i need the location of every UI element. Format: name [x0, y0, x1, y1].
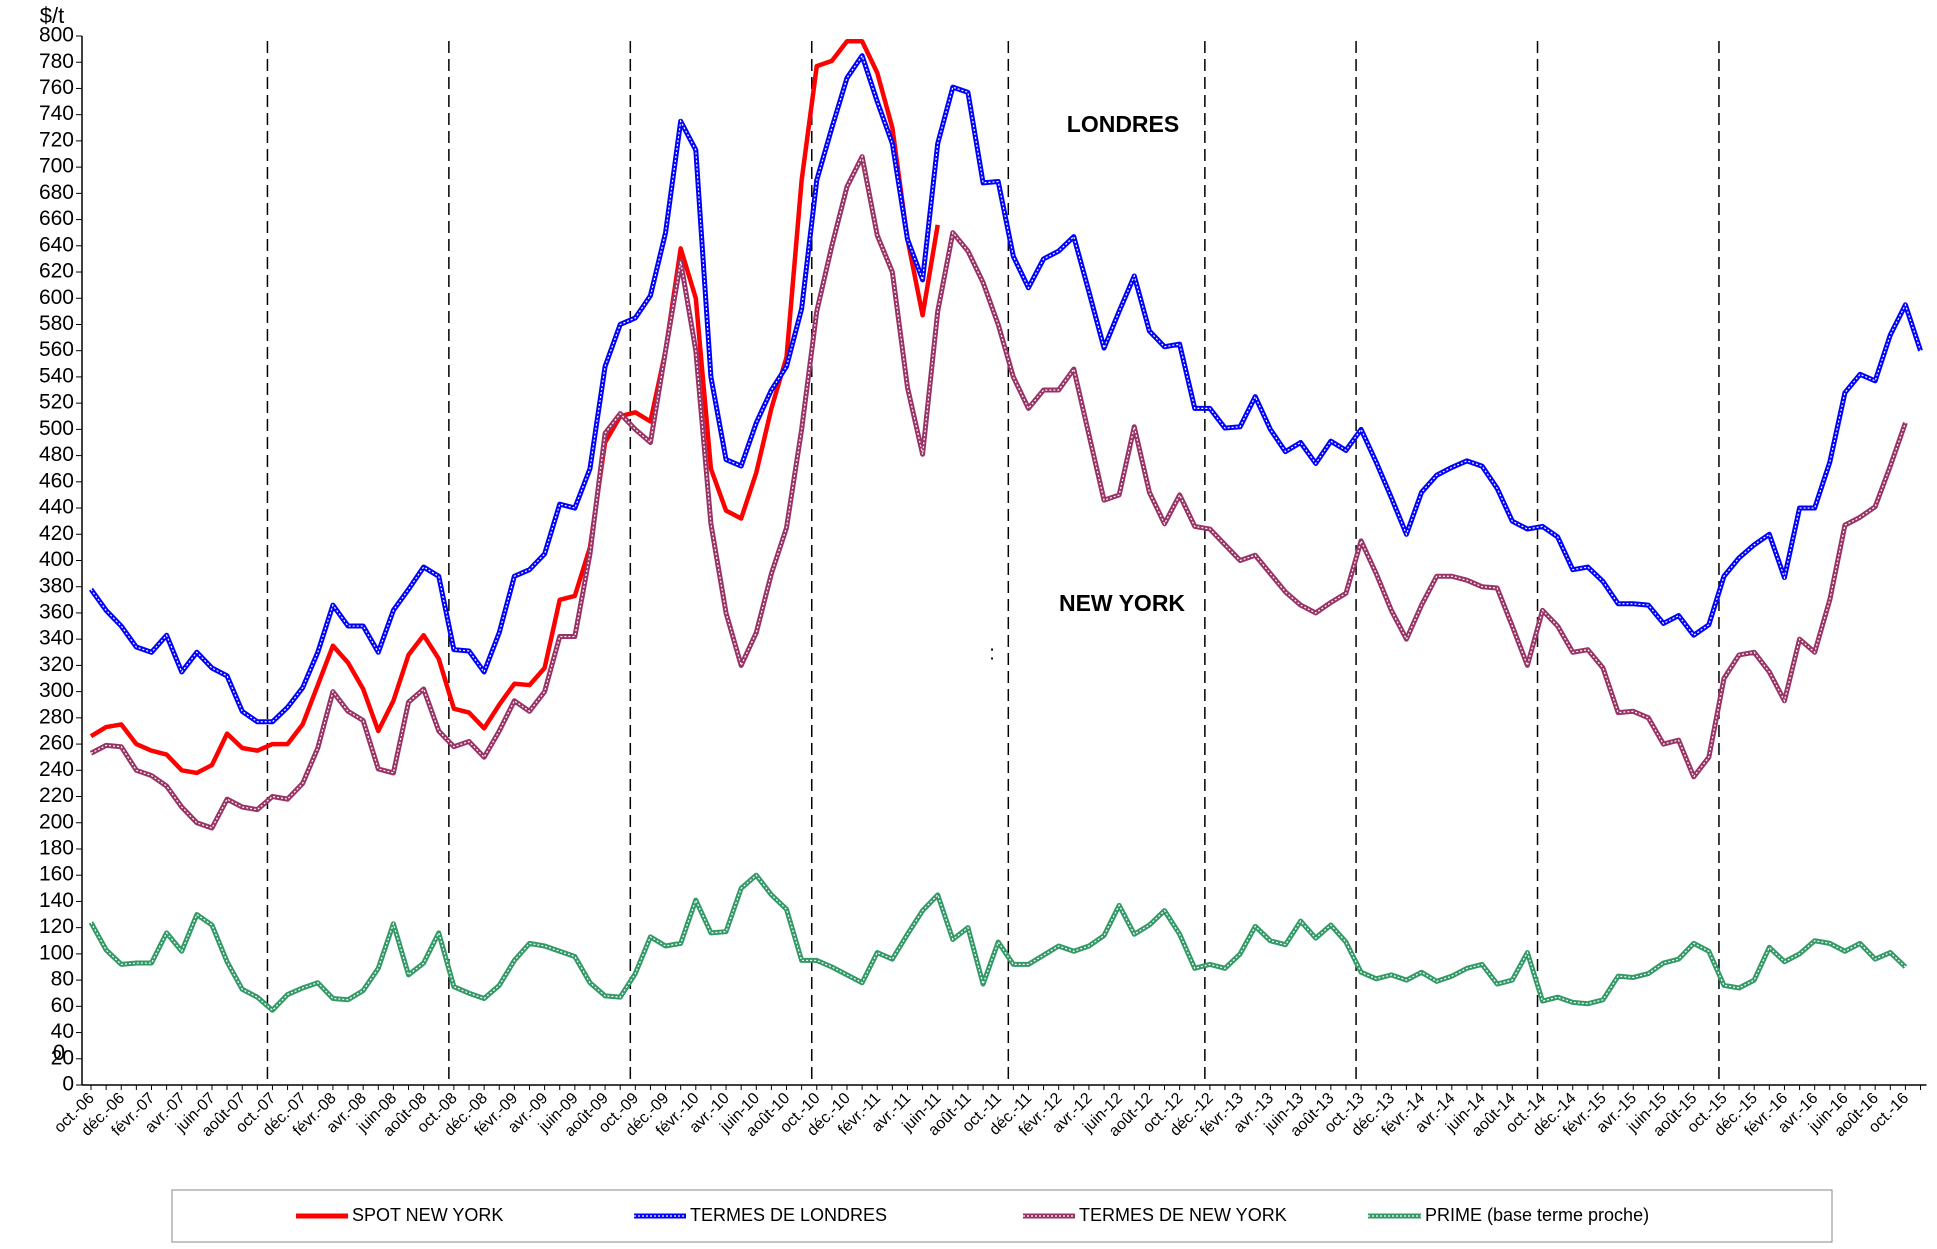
y-tick-label: 20 [51, 1046, 74, 1069]
y-tick-label: 140 [39, 889, 74, 912]
y-tick-label: 320 [39, 653, 74, 676]
y-tick-label: 560 [39, 338, 74, 361]
y-tick-label: 40 [51, 1020, 74, 1043]
legend-label: TERMES DE NEW YORK [1079, 1205, 1287, 1225]
y-tick-label: 440 [39, 496, 74, 519]
series-line [89, 39, 940, 776]
y-tick-label: 280 [39, 705, 74, 728]
y-tick-label: 300 [39, 679, 74, 702]
y-tick-label: 120 [39, 915, 74, 938]
y-tick-label: 460 [39, 469, 74, 492]
y-tick-label: 80 [51, 968, 74, 991]
y-tick-label: 600 [39, 286, 74, 309]
y-tick-label: 480 [39, 443, 74, 466]
annotation: : [989, 642, 995, 664]
y-tick-label: 800 [39, 24, 74, 47]
y-tick-label: 200 [39, 810, 74, 833]
y-tick-label: 580 [39, 312, 74, 335]
y-tick-label: 400 [39, 548, 74, 571]
y-tick-label: 760 [39, 76, 74, 99]
y-tick-label: 0 [62, 1073, 74, 1096]
y-tick-label: 740 [39, 102, 74, 125]
legend-label: TERMES DE LONDRES [690, 1205, 887, 1225]
y-tick-label: 340 [39, 627, 74, 650]
y-tick-label: 420 [39, 522, 74, 545]
y-tick-label: 100 [39, 941, 74, 964]
legend-label: PRIME (base terme proche) [1425, 1205, 1649, 1225]
y-tick-label: 500 [39, 417, 74, 440]
annotation: 0 [53, 1040, 65, 1065]
y-tick-label: 660 [39, 207, 74, 230]
y-tick-label: 720 [39, 128, 74, 151]
annotation: LONDRES [1067, 111, 1179, 137]
y-tick-label: 220 [39, 784, 74, 807]
y-tick-label: 240 [39, 758, 74, 781]
y-tick-label: 60 [51, 994, 74, 1017]
y-tick-label: 680 [39, 181, 74, 204]
y-tick-label: 260 [39, 732, 74, 755]
y-tick-label: 360 [39, 600, 74, 623]
annotation: NEW YORK [1059, 590, 1185, 616]
series-line-highlight [90, 874, 1906, 1012]
y-tick-label: 520 [39, 391, 74, 414]
y-tick-label: 380 [39, 574, 74, 597]
legend-label: SPOT NEW YORK [352, 1205, 503, 1225]
series-line-highlight [90, 154, 1906, 829]
y-tick-label: 780 [39, 50, 74, 73]
y-tick-label: 180 [39, 837, 74, 860]
legend-box [171, 1189, 1833, 1243]
y-tick-label: 640 [39, 233, 74, 256]
series-line-highlight [90, 54, 1922, 723]
y-axis-label: $/t [40, 3, 64, 28]
y-tick-label: 620 [39, 260, 74, 283]
y-tick-label: 700 [39, 155, 74, 178]
y-tick-label: 160 [39, 863, 74, 886]
y-tick-label: 540 [39, 364, 74, 387]
